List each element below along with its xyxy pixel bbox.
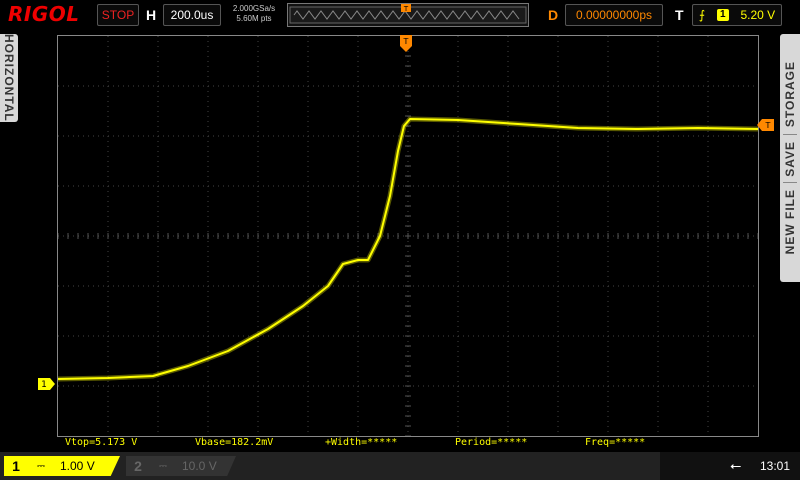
run-stop-status[interactable]: STOP: [97, 4, 139, 26]
trigger-readout[interactable]: ⨍ 1 5.20 V: [692, 4, 782, 26]
svg-text:T: T: [403, 5, 409, 13]
channel-1-button[interactable]: 1 ⎓ 1.00 V: [4, 456, 120, 476]
delay-readout[interactable]: 0.00000000ps: [565, 4, 663, 26]
horizontal-label: H: [146, 7, 157, 23]
channel-1-scale: 1.00 V: [60, 459, 95, 473]
trigger-position-marker-top: [401, 4, 411, 12]
horizontal-tab[interactable]: HORIZONTAL: [0, 34, 18, 122]
memory-window[interactable]: T: [287, 3, 529, 27]
measurement-vbase: Vbase=182.2mV: [195, 437, 274, 448]
rising-edge-icon: ⨍: [698, 8, 706, 22]
right-softkey-tabs[interactable]: STORAGE SAVE NEW FILE: [780, 34, 800, 282]
memory-depth: 5.60M pts: [236, 14, 272, 23]
trigger-source-badge: 1: [716, 9, 729, 21]
dc-coupling-icon: ⎓: [37, 460, 45, 472]
tab-storage[interactable]: STORAGE: [783, 61, 797, 128]
trigger-position-marker-label: T: [403, 37, 409, 46]
trigger-label: T: [675, 7, 684, 23]
acquisition-info: 2.000GSa/s 5.60M pts: [226, 4, 282, 24]
measurement-bar: Vtop=5.173 V Vbase=182.2mV +Width=***** …: [57, 436, 757, 450]
trigger-level-marker[interactable]: T: [757, 119, 775, 131]
channel-2-button[interactable]: 2 ⎓ 10.0 V: [126, 456, 236, 476]
waveform-display[interactable]: [57, 35, 759, 437]
delay-label: D: [548, 7, 559, 23]
channel-2-number: 2: [134, 458, 142, 474]
memory-window-graphic: T: [289, 4, 527, 24]
sample-rate: 2.000GSa/s: [232, 4, 276, 13]
measurement-freq: Freq=*****: [585, 437, 646, 448]
clock: 13:01: [760, 459, 791, 473]
horizontal-tab-label: HORIZONTAL: [2, 34, 16, 122]
measurement-width: +Width=*****: [325, 437, 398, 448]
channel-1-number: 1: [12, 458, 20, 474]
brand-logo: RIGOL: [8, 2, 80, 26]
dc-coupling-icon: ⎓: [159, 460, 167, 472]
ch1-marker-label: 1: [41, 380, 47, 390]
ch1-waveform: [57, 118, 759, 380]
channel-2-scale: 10.0 V: [182, 459, 217, 473]
measurement-vtop: Vtop=5.173 V: [65, 437, 138, 448]
status-tray: [660, 452, 800, 480]
timebase-readout[interactable]: 200.0us: [163, 4, 221, 26]
tab-save[interactable]: SAVE: [783, 140, 797, 177]
trigger-level-marker-label: T: [765, 121, 771, 130]
tab-new-file[interactable]: NEW FILE: [783, 189, 797, 255]
usb-icon: ⭠: [730, 457, 742, 473]
ch1-ground-marker[interactable]: 1: [38, 378, 56, 390]
measurement-period: Period=*****: [455, 437, 528, 448]
graticule: [57, 35, 759, 437]
trigger-level: 5.20 V: [740, 8, 776, 22]
trigger-position-marker[interactable]: T: [400, 35, 412, 53]
ch1-waveform-glow: [57, 116, 759, 382]
